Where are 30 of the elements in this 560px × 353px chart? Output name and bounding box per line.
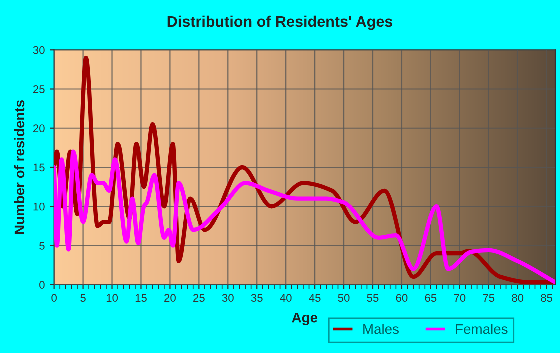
legend-label: Males — [364, 324, 399, 334]
x-tick-label: 15 — [136, 294, 147, 302]
x-tick-label: 35 — [251, 294, 263, 302]
y-axis-title: Number of residents — [14, 100, 25, 234]
y-tick-label: 30 — [33, 46, 45, 54]
x-tick-label: 45 — [309, 294, 321, 302]
x-tick-label: 10 — [106, 294, 118, 302]
x-tick-label: 0 — [52, 294, 57, 302]
y-tick-label: 10 — [34, 202, 45, 211]
x-tick-label: 75 — [483, 294, 495, 302]
y-tick-label: 0 — [40, 281, 45, 290]
x-tick-label: 40 — [280, 294, 292, 302]
x-tick-label: 30 — [222, 294, 234, 302]
x-tick-label: 80 — [512, 294, 524, 302]
y-tick-label: 15 — [34, 164, 45, 172]
x-axis-title: Age — [292, 313, 318, 326]
y-tick-label: 5 — [40, 242, 45, 250]
x-tick-label: 25 — [194, 294, 205, 302]
x-tick-label: 50 — [338, 294, 350, 302]
x-tick-label: 55 — [367, 294, 379, 302]
chart-title: Distribution of Residents' Ages — [168, 16, 393, 30]
y-tick-label: 25 — [33, 86, 45, 94]
x-tick-label: 65 — [425, 294, 437, 302]
x-tick-label: 5 — [80, 294, 86, 302]
x-tick-label: 70 — [454, 294, 466, 302]
x-tick-label: 60 — [396, 294, 408, 302]
x-tick-label: 20 — [164, 294, 176, 302]
x-tick-label: 85 — [541, 294, 553, 302]
y-tick-label: 20 — [33, 124, 45, 133]
legend-label: Females — [456, 324, 508, 334]
